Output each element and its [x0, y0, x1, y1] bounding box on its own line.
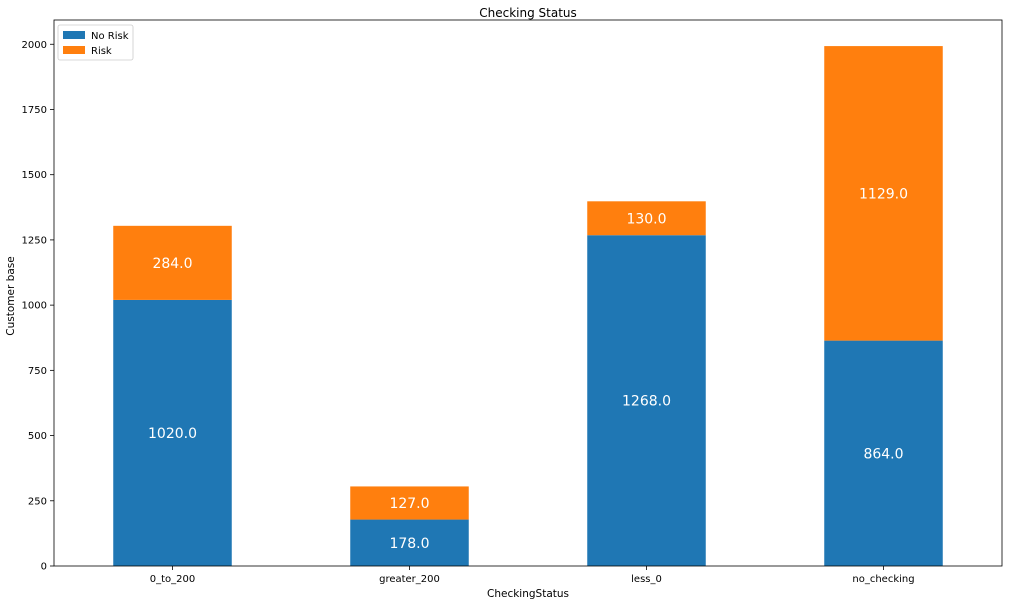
- data-label-no-risk-no_checking: 864.0: [863, 446, 903, 462]
- x-tick-label-less_0: less_0: [631, 574, 662, 585]
- data-label-risk-0_to_200: 284.0: [152, 256, 192, 272]
- y-tick-label: 1250: [22, 235, 47, 246]
- legend-swatch-no-risk: [63, 31, 85, 39]
- x-axis-label: CheckingStatus: [487, 588, 569, 600]
- bar-risk-greater_200: [350, 486, 469, 520]
- data-label-risk-no_checking: 1129.0: [859, 186, 908, 202]
- data-label-no-risk-greater_200: 178.0: [389, 536, 429, 552]
- y-tick-label: 1750: [22, 105, 47, 116]
- x-tick-label-no_checking: no_checking: [852, 574, 914, 585]
- x-axis: 0_to_200 greater_200 less_0 no_checking: [150, 566, 915, 585]
- data-label-no-risk-less_0: 1268.0: [622, 394, 671, 410]
- bar-no-risk-0_to_200: [113, 299, 232, 566]
- y-tick-label: 2000: [22, 40, 47, 51]
- bar-no-risk-no_checking: [824, 340, 943, 566]
- x-tick-label-0_to_200: 0_to_200: [150, 574, 196, 585]
- data-label-risk-less_0: 130.0: [626, 211, 666, 227]
- bar-risk-0_to_200: [113, 225, 232, 300]
- y-tick-label: 250: [28, 496, 47, 507]
- y-tick-label: 500: [28, 431, 47, 442]
- chart-title: Checking Status: [479, 6, 577, 20]
- y-tick-label: 1000: [22, 301, 47, 312]
- legend-label-risk: Risk: [91, 46, 112, 57]
- bar-risk-no_checking: [824, 46, 943, 341]
- y-axis: 0 250 500 750 1000 1250 1500 1750 2000: [22, 40, 54, 573]
- x-tick-label-greater_200: greater_200: [379, 574, 440, 585]
- legend-swatch-risk: [63, 46, 85, 54]
- plot-area: 1020.0 284.0 178.0 127.0 1268.0 130.0 864.0 112…: [113, 46, 943, 566]
- bar-risk-less_0: [587, 201, 706, 236]
- bar-no-risk-less_0: [587, 235, 706, 566]
- bar-no-risk-greater_200: [350, 519, 469, 566]
- y-axis-label: Customer base: [5, 256, 17, 335]
- y-tick-label: 750: [28, 366, 47, 377]
- y-tick-label: 0: [41, 562, 47, 573]
- y-tick-label: 1500: [22, 170, 47, 181]
- legend-label-no-risk: No Risk: [91, 31, 129, 42]
- legend: No Risk Risk: [57, 24, 134, 61]
- data-label-risk-greater_200: 127.0: [389, 496, 429, 512]
- data-label-no-risk-0_to_200: 1020.0: [148, 426, 197, 442]
- plot-frame: [53, 19, 1003, 567]
